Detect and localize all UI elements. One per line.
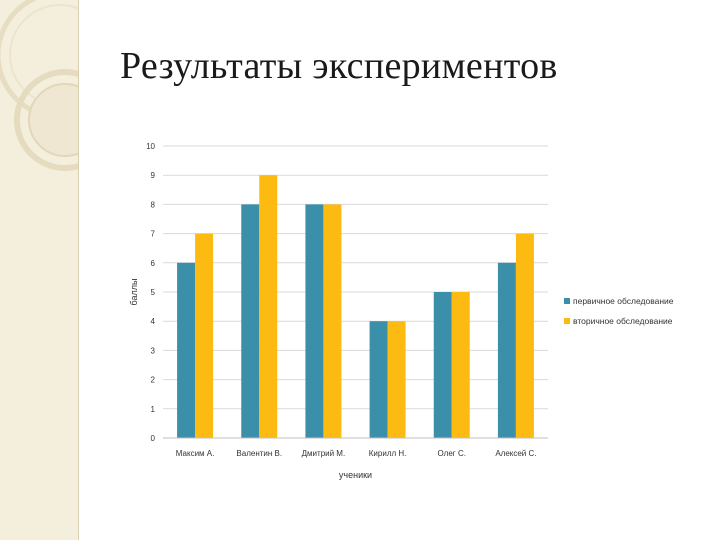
bar-series-2	[515, 233, 534, 438]
y-tick-label: 5	[151, 288, 156, 297]
x-category-label: Олег С.	[438, 449, 466, 458]
bar-series-1	[177, 262, 196, 438]
x-category-label: Валентин В.	[236, 449, 282, 458]
x-axis-title: ученики	[339, 470, 372, 480]
bar-series-1	[497, 262, 516, 438]
bars	[177, 175, 534, 438]
bar-series-2	[259, 175, 278, 438]
y-tick-label: 10	[146, 142, 155, 151]
y-tick-label: 4	[151, 317, 156, 326]
x-category-label: Максим А.	[176, 449, 215, 458]
legend-label: первичное обследование	[573, 296, 674, 306]
y-tick-label: 3	[151, 346, 156, 355]
y-tick-label: 0	[151, 434, 156, 443]
x-category-label: Дмитрий М.	[302, 449, 346, 458]
gridlines	[163, 145, 548, 410]
bar-series-2	[451, 292, 470, 438]
y-tick-label: 9	[151, 171, 156, 180]
legend-swatch	[564, 318, 570, 324]
bar-series-2	[195, 233, 214, 438]
y-tick-label: 6	[151, 259, 156, 268]
y-tick-label: 2	[151, 376, 156, 385]
decorative-side-band	[0, 0, 79, 540]
decorative-rings-icon	[0, 0, 78, 171]
x-axis-categories: Максим А. Валентин В. Дмитрий М. Кирилл Н. О…	[176, 449, 537, 458]
bar-series-2	[323, 204, 342, 438]
y-axis-ticks: 0 1 2 3 4 5 6 7 8 9 10	[146, 142, 155, 443]
bar-series-1	[433, 292, 452, 438]
bar-series-2	[387, 321, 406, 438]
legend-swatch	[564, 298, 570, 304]
x-category-label: Алексей С.	[495, 449, 536, 458]
bar-series-1	[369, 321, 388, 438]
legend: первичное обследование вторичное обследов…	[564, 296, 674, 326]
y-tick-label: 1	[151, 405, 156, 414]
bar-series-1	[241, 204, 260, 438]
y-axis-title: баллы	[129, 279, 139, 306]
legend-label: вторичное обследование	[573, 316, 673, 326]
x-category-label: Кирилл Н.	[369, 449, 407, 458]
y-tick-label: 8	[151, 200, 156, 209]
slide-title: Результаты экспериментов	[120, 45, 558, 87]
y-tick-label: 7	[151, 230, 156, 239]
bar-series-1	[305, 204, 324, 438]
